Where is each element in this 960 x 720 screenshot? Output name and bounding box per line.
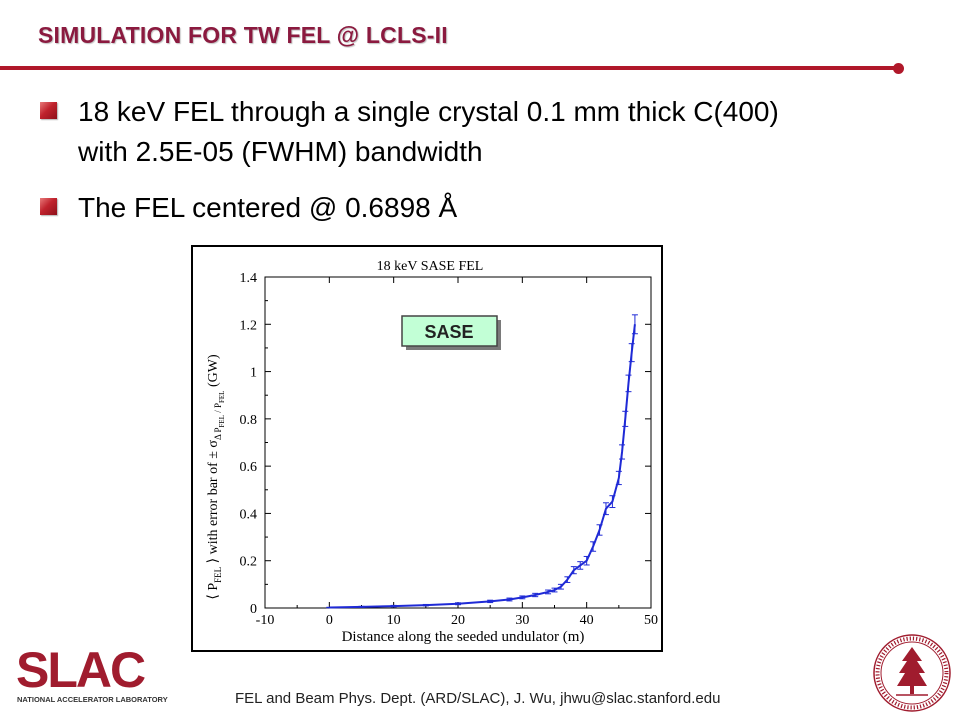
bullet-square-icon: [40, 102, 57, 119]
y-label-ratio-sub: FEL: [218, 391, 226, 403]
x-axis-label: Distance along the seeded undulator (m): [342, 629, 585, 645]
y-tick-label: 0: [250, 602, 257, 617]
x-tick-label: 40: [580, 613, 594, 628]
y-label-sigma-sub2: FEL: [218, 415, 226, 427]
y-tick-label: 0.4: [240, 507, 258, 522]
chart-title: 18 keV SASE FEL: [377, 259, 484, 274]
y-axis-label-text: ⟨ PFEL ⟩ with error bar of ± σΔ PFEL / P…: [206, 354, 226, 600]
y-tick-label: 1.4: [240, 271, 258, 286]
stanford-seal-icon: [873, 634, 951, 712]
slac-logo-icon: SLAC NATIONAL ACCELERATOR LABORATORY: [16, 645, 168, 704]
y-tick-label: 0.6: [240, 460, 258, 475]
sase-annotation: SASE: [424, 322, 473, 342]
sase-box: [401, 315, 498, 347]
y-label-rest: ⟩ with error bar of ± σ: [206, 440, 221, 567]
x-tick-label: 30: [515, 613, 529, 628]
y-label-p: ⟨ P: [206, 583, 221, 600]
x-tick-label: 0: [326, 613, 333, 628]
slide-title: SIMULATION FOR TW FEL @ LCLS-II: [38, 22, 448, 48]
bullet-1-line-2: with 2.5E-05 (FWHM) bandwidth: [78, 136, 483, 167]
title-rule: [0, 66, 898, 70]
y-label-ratio: / P: [213, 403, 223, 415]
y-label-unit: (GW): [206, 354, 221, 390]
bullet-2-line-1: The FEL centered @ 0.6898 Å: [78, 192, 458, 223]
y-tick-label: 0.8: [240, 413, 258, 428]
y-tick-label: 0.2: [240, 555, 258, 570]
y-label-sigma-sub: Δ P: [213, 427, 223, 440]
x-tick-label: 10: [387, 613, 401, 628]
series-layer: [326, 314, 638, 609]
y-axis-label: ⟨ PFEL ⟩ with error bar of ± σΔ PFEL / P…: [206, 354, 226, 600]
x-tick-label: 20: [451, 613, 465, 628]
bullet-1-line-1: 18 keV FEL through a single crystal 0.1 …: [78, 96, 779, 127]
y-tick-label: 1.2: [240, 318, 258, 333]
sase-annotation-box: SASE: [401, 315, 501, 350]
y-label-p-sub: FEL: [213, 567, 223, 583]
y-axis: 0 0.2 0.4 0.6 0.8 1 1.2 1.4: [240, 271, 651, 617]
slac-logo-text: SLAC: [16, 645, 145, 698]
title-rule-dot: [893, 63, 904, 74]
series-line: [329, 324, 636, 609]
x-axis: -10 0 10 20 30 40 50: [256, 277, 658, 628]
slac-logo-subtext: NATIONAL ACCELERATOR LABORATORY: [17, 695, 168, 704]
x-tick-label: 50: [644, 613, 658, 628]
chart-svg: 18 keV SASE FEL -10 0 10 20 30 40 50 00.20.40.…: [206, 259, 658, 645]
x-tick-label: -10: [256, 613, 275, 628]
bullet-square-icon: [40, 198, 57, 215]
chart-frame: 18 keV SASE FEL -10 0 10 20 30 40 50 0 0.2 0.4 0.…: [191, 245, 663, 652]
y-tick-label: 1: [250, 366, 257, 381]
footer-credit: FEL and Beam Phys. Dept. (ARD/SLAC), J. …: [235, 690, 721, 707]
